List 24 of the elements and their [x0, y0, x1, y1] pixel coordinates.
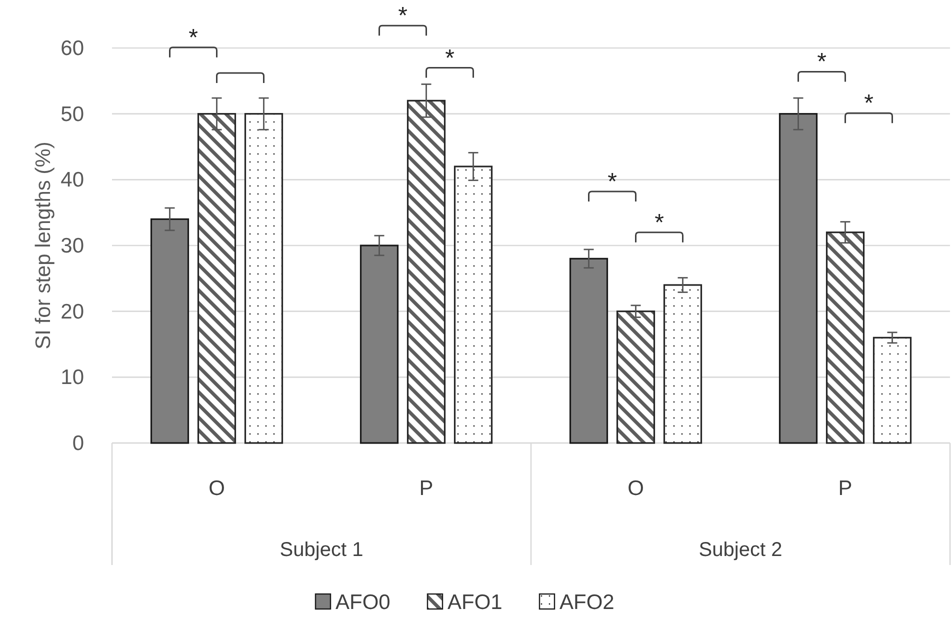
annotation: *: [817, 48, 826, 76]
legend-label: AFO0: [336, 591, 390, 614]
y-tick-label: 60: [60, 37, 84, 60]
text: Subject 1: [280, 539, 364, 561]
annotation: *: [654, 209, 664, 236]
text: *: [398, 2, 408, 30]
legend-label: AFO1: [448, 591, 502, 614]
y-tick-label: 40: [60, 168, 84, 192]
annotation: *: [608, 168, 617, 196]
annotation: *: [445, 44, 454, 72]
annotation: *: [188, 24, 198, 52]
x-tick-label: P: [419, 477, 434, 500]
annotation: *: [864, 90, 874, 118]
y-axis-title: SI for step lengths (%): [32, 142, 55, 350]
text: Subject 2: [698, 539, 782, 561]
y-tick-label: 50: [60, 102, 84, 126]
y-tick-label: 20: [60, 300, 84, 324]
x-tick-label: O: [208, 477, 225, 500]
y-tick-label: 0: [72, 432, 84, 455]
legend-label: AFO2: [560, 591, 614, 614]
x-tick-label: P: [838, 477, 852, 500]
y-tick-label: 30: [60, 234, 84, 258]
y-tick-label: 10: [60, 366, 84, 390]
x-tick-label: O: [628, 477, 644, 500]
